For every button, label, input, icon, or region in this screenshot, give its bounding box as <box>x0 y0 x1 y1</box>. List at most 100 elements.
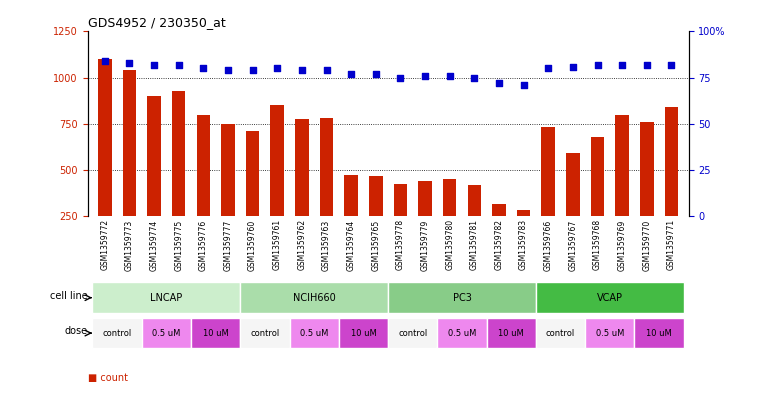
Text: GSM1359776: GSM1359776 <box>199 219 208 270</box>
Point <box>542 65 554 72</box>
Text: GSM1359766: GSM1359766 <box>544 219 552 270</box>
Bar <box>240 318 289 349</box>
Point <box>370 71 382 77</box>
Point <box>197 65 209 72</box>
Point <box>419 73 431 79</box>
Text: 10 uM: 10 uM <box>351 329 377 338</box>
Text: ■ count: ■ count <box>88 373 128 383</box>
Text: GSM1359781: GSM1359781 <box>470 219 479 270</box>
Bar <box>467 185 481 263</box>
Bar <box>388 318 438 349</box>
Text: 0.5 uM: 0.5 uM <box>152 329 180 338</box>
Text: GSM1359769: GSM1359769 <box>618 219 626 270</box>
Bar <box>92 282 240 313</box>
Bar <box>536 282 684 313</box>
Bar <box>320 118 333 263</box>
Point <box>444 73 456 79</box>
Text: GSM1359774: GSM1359774 <box>150 219 158 270</box>
Bar <box>542 127 555 263</box>
Text: GSM1359783: GSM1359783 <box>519 219 528 270</box>
Text: GSM1359775: GSM1359775 <box>174 219 183 270</box>
Bar <box>221 124 234 263</box>
Text: GSM1359761: GSM1359761 <box>272 219 282 270</box>
Text: GSM1359771: GSM1359771 <box>667 219 676 270</box>
Point <box>665 62 677 68</box>
Text: GSM1359763: GSM1359763 <box>322 219 331 270</box>
Text: control: control <box>103 329 132 338</box>
Bar <box>640 122 654 263</box>
Bar <box>438 318 487 349</box>
Text: GSM1359772: GSM1359772 <box>100 219 110 270</box>
Bar <box>172 90 186 263</box>
Text: VCAP: VCAP <box>597 293 622 303</box>
Text: GSM1359762: GSM1359762 <box>298 219 307 270</box>
Bar <box>585 318 635 349</box>
Point <box>320 67 333 73</box>
Bar <box>616 114 629 263</box>
Bar <box>536 318 585 349</box>
Text: 0.5 uM: 0.5 uM <box>596 329 624 338</box>
Bar <box>289 318 339 349</box>
Text: GSM1359768: GSM1359768 <box>593 219 602 270</box>
Point <box>567 63 579 70</box>
Text: GSM1359777: GSM1359777 <box>224 219 232 270</box>
Text: GSM1359765: GSM1359765 <box>371 219 380 270</box>
Bar <box>270 105 284 263</box>
Text: GSM1359779: GSM1359779 <box>421 219 429 270</box>
Text: GSM1359780: GSM1359780 <box>445 219 454 270</box>
Text: PC3: PC3 <box>453 293 472 303</box>
Bar <box>388 282 536 313</box>
Text: 10 uM: 10 uM <box>498 329 524 338</box>
Text: control: control <box>398 329 428 338</box>
Bar <box>92 318 142 349</box>
Point <box>468 75 480 81</box>
Bar <box>591 137 604 263</box>
Bar <box>240 282 388 313</box>
Bar <box>123 70 136 263</box>
Bar <box>148 96 161 263</box>
Text: control: control <box>546 329 575 338</box>
Bar <box>393 184 407 263</box>
Text: dose: dose <box>65 327 88 336</box>
Bar <box>369 176 383 263</box>
Bar <box>492 204 506 263</box>
Point <box>148 62 160 68</box>
Text: GSM1359782: GSM1359782 <box>495 219 504 270</box>
Bar <box>98 59 112 263</box>
Point <box>99 58 111 64</box>
Text: GSM1359767: GSM1359767 <box>568 219 578 270</box>
Bar <box>443 179 457 263</box>
Text: cell line: cell line <box>50 291 88 301</box>
Bar <box>191 318 240 349</box>
Point <box>493 80 505 86</box>
Bar <box>345 174 358 263</box>
Point <box>222 67 234 73</box>
Point <box>173 62 185 68</box>
Text: GDS4952 / 230350_at: GDS4952 / 230350_at <box>88 16 225 29</box>
Bar <box>142 318 191 349</box>
Point <box>591 62 603 68</box>
Bar <box>517 210 530 263</box>
Text: LNCAP: LNCAP <box>150 293 183 303</box>
Point <box>123 60 135 66</box>
Point <box>271 65 283 72</box>
Point <box>394 75 406 81</box>
Bar <box>196 114 210 263</box>
Text: control: control <box>250 329 279 338</box>
Bar <box>419 181 431 263</box>
Text: GSM1359764: GSM1359764 <box>347 219 355 270</box>
Point <box>247 67 259 73</box>
Bar <box>664 107 678 263</box>
Point <box>296 67 308 73</box>
Bar <box>635 318 684 349</box>
Text: GSM1359760: GSM1359760 <box>248 219 257 270</box>
Text: NCIH660: NCIH660 <box>293 293 336 303</box>
Point <box>517 82 530 88</box>
Text: GSM1359773: GSM1359773 <box>125 219 134 270</box>
Point <box>616 62 629 68</box>
Text: GSM1359778: GSM1359778 <box>396 219 405 270</box>
Text: 10 uM: 10 uM <box>202 329 228 338</box>
Point <box>641 62 653 68</box>
Bar <box>339 318 388 349</box>
Point <box>345 71 357 77</box>
